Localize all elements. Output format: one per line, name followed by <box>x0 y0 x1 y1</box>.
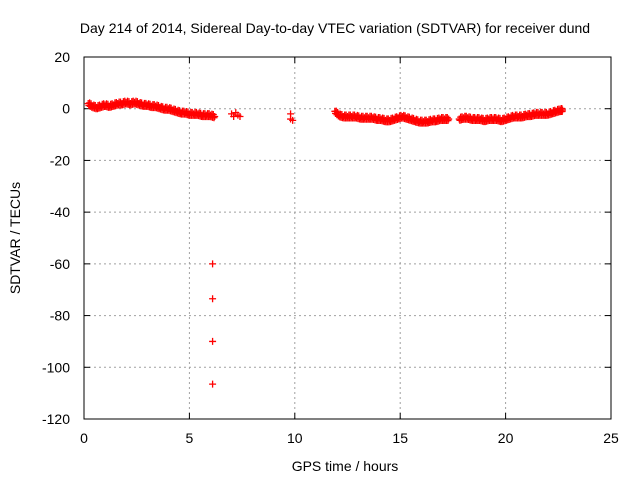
data-point <box>209 295 217 303</box>
y-axis-label: SDTVAR / TECUs <box>7 182 23 294</box>
x-axis-label: GPS time / hours <box>292 458 399 474</box>
axis-ticks <box>83 56 612 420</box>
x-tick-label: 15 <box>392 430 408 446</box>
x-tick-label: 20 <box>498 430 514 446</box>
plot-frame <box>83 56 612 420</box>
data-point <box>209 260 217 268</box>
data-point <box>444 117 452 125</box>
data-point <box>332 107 340 115</box>
y-tick-label: 0 <box>62 101 70 117</box>
y-tick-label: 20 <box>54 49 70 65</box>
x-tick-label: 0 <box>80 430 88 446</box>
data-point <box>210 114 218 122</box>
y-tick-label: -20 <box>50 152 70 168</box>
data-point <box>445 115 453 123</box>
data-point <box>289 116 297 124</box>
tick-labels: 0 5 10 15 20 25 20 0 -20 -40 -60 -80 -100 -120 <box>42 49 619 446</box>
y-tick-label: -80 <box>50 308 70 324</box>
data-point <box>443 114 451 122</box>
y-tick-label: -100 <box>42 359 70 375</box>
data-point <box>209 380 217 388</box>
x-tick-label: 5 <box>186 430 194 446</box>
data-point <box>209 337 217 345</box>
x-tick-label: 10 <box>287 430 303 446</box>
y-tick-label: -40 <box>50 204 70 220</box>
y-tick-label: -60 <box>50 256 70 272</box>
y-tick-label: -120 <box>42 411 70 427</box>
data-point <box>236 112 244 120</box>
data-point <box>211 112 219 120</box>
data-point <box>559 106 567 114</box>
chart-title: Day 214 of 2014, Sidereal Day-to-day VTE… <box>80 20 590 36</box>
data-points <box>84 97 567 388</box>
x-tick-label: 25 <box>603 430 619 446</box>
data-point <box>230 112 238 120</box>
